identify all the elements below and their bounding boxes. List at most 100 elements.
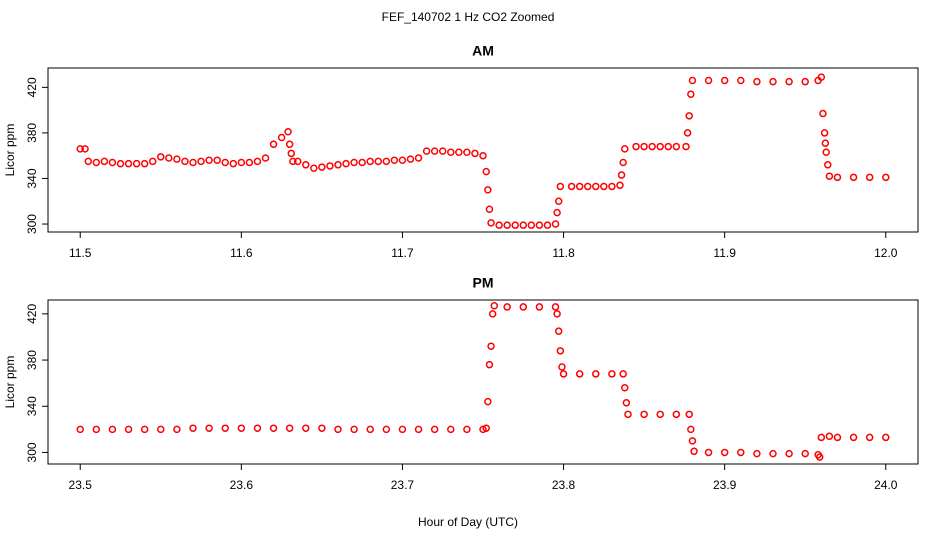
data-point xyxy=(753,77,761,86)
data-point xyxy=(173,425,181,434)
data-point xyxy=(447,148,455,157)
x-tick-label: 23.8 xyxy=(552,478,576,492)
data-point xyxy=(600,182,608,191)
data-point xyxy=(575,370,584,378)
data-point xyxy=(617,171,626,179)
plot-frame xyxy=(47,67,919,233)
data-point xyxy=(261,154,270,162)
data-point xyxy=(430,147,439,155)
data-point xyxy=(463,148,471,157)
data-point xyxy=(833,433,842,442)
y-tick-label: 300 xyxy=(25,442,39,462)
data-point xyxy=(801,449,809,458)
data-point xyxy=(108,425,117,434)
data-point xyxy=(833,173,842,182)
data-point xyxy=(76,145,84,153)
data-point xyxy=(398,425,407,434)
data-point xyxy=(484,397,492,406)
data-point xyxy=(100,157,109,166)
panel-title: AM xyxy=(472,43,494,59)
data-point xyxy=(108,158,117,167)
data-point xyxy=(503,221,511,229)
data-point xyxy=(672,410,681,419)
data-point xyxy=(229,159,238,168)
data-point xyxy=(556,182,565,191)
data-point xyxy=(882,173,890,182)
data-point xyxy=(487,342,495,350)
data-point xyxy=(553,310,561,318)
data-point xyxy=(140,159,149,168)
data-point xyxy=(157,153,165,161)
x-tick-label: 24.0 xyxy=(874,478,898,492)
data-point xyxy=(619,370,627,378)
data-point xyxy=(672,142,681,151)
data-point xyxy=(471,149,479,158)
data-point xyxy=(640,142,648,151)
data-point xyxy=(624,410,632,419)
data-point xyxy=(140,425,149,434)
data-point xyxy=(785,449,793,458)
y-axis-label: Licor ppm xyxy=(3,356,17,409)
x-axis-label: Hour of Day (UTC) xyxy=(418,515,518,529)
data-point xyxy=(124,159,133,168)
data-point xyxy=(334,425,342,434)
data-point xyxy=(490,302,499,310)
data-point xyxy=(567,182,576,191)
data-point xyxy=(293,157,302,166)
data-point xyxy=(632,142,640,151)
data-point xyxy=(688,76,697,85)
y-tick-label: 380 xyxy=(25,123,39,143)
data-point xyxy=(683,129,692,137)
chart-title: FEF_140702 1 Hz CO2 Zoomed xyxy=(382,10,555,24)
data-point xyxy=(769,77,777,86)
data-point xyxy=(753,449,761,458)
data-point xyxy=(302,161,310,169)
y-axis-label: Licor ppm xyxy=(3,124,17,177)
data-point xyxy=(621,145,629,153)
data-point xyxy=(484,186,492,194)
data-point xyxy=(553,208,561,217)
y-tick-label: 420 xyxy=(25,304,39,324)
data-point xyxy=(221,158,229,167)
data-point xyxy=(559,370,568,378)
data-point xyxy=(124,425,133,434)
data-point xyxy=(485,360,494,369)
data-point xyxy=(849,173,858,182)
data-point xyxy=(318,163,326,171)
data-point xyxy=(382,157,391,166)
data-point xyxy=(390,156,399,164)
data-point xyxy=(463,425,471,434)
data-point xyxy=(737,76,745,85)
data-point xyxy=(366,157,374,166)
panel-title: PM xyxy=(473,275,494,291)
data-point xyxy=(438,147,447,155)
data-point xyxy=(334,161,342,169)
plot-frame xyxy=(47,299,919,465)
data-point xyxy=(366,425,374,434)
data-point xyxy=(148,157,157,166)
data-point xyxy=(277,133,286,142)
data-point xyxy=(865,433,874,442)
data-point xyxy=(882,433,890,442)
data-point xyxy=(621,384,629,392)
data-point xyxy=(165,154,173,162)
data-point xyxy=(414,425,423,434)
data-point xyxy=(269,140,278,149)
data-point xyxy=(455,148,463,157)
data-point xyxy=(92,425,101,434)
data-point xyxy=(551,220,560,228)
x-tick-label: 23.7 xyxy=(391,478,415,492)
data-point xyxy=(485,205,494,213)
data-point xyxy=(824,161,832,169)
data-point xyxy=(849,433,858,442)
data-point xyxy=(622,399,631,407)
data-point xyxy=(656,142,664,151)
data-point xyxy=(285,140,294,149)
data-point xyxy=(687,425,695,434)
x-tick-label: 23.9 xyxy=(713,478,737,492)
data-point xyxy=(482,167,490,176)
data-point xyxy=(535,303,544,311)
data-point xyxy=(221,424,229,432)
data-point xyxy=(132,159,141,168)
